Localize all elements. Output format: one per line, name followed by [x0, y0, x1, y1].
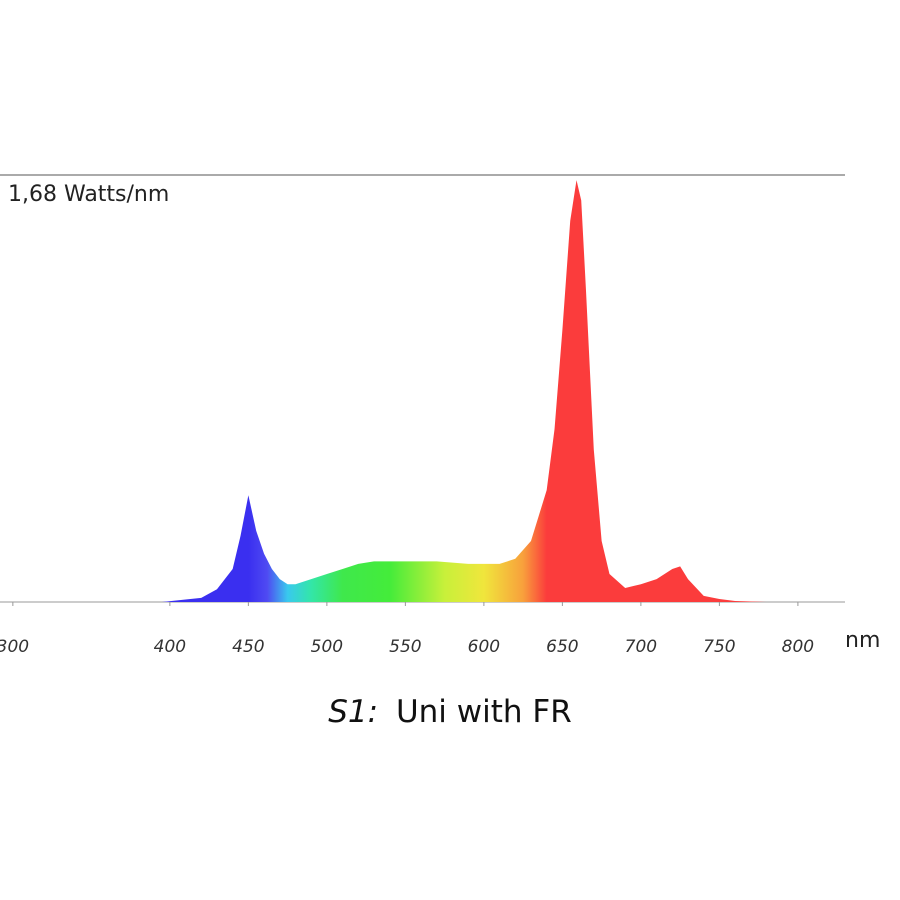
x-tick-label: 300: [0, 637, 29, 657]
x-tick-label: 700: [625, 637, 657, 657]
x-tick-label: 400: [154, 637, 186, 657]
x-tick-label: 450: [232, 637, 264, 657]
title-text: Uni with FR: [396, 694, 572, 730]
spectrum-area: [162, 180, 767, 603]
x-tick-label: 500: [311, 637, 343, 657]
x-tick-label: 650: [546, 637, 578, 657]
x-axis-label: nm: [845, 628, 880, 653]
x-tick-label: 600: [468, 637, 500, 657]
chart-title: S1: Uni with FR: [328, 694, 572, 730]
x-tick-label: 800: [782, 637, 814, 657]
title-prefix: S1:: [328, 694, 378, 730]
x-tick-label: 750: [703, 637, 735, 657]
x-tick-label: 550: [389, 637, 421, 657]
y-tick-label: 1,68 Watts/nm: [8, 182, 169, 207]
